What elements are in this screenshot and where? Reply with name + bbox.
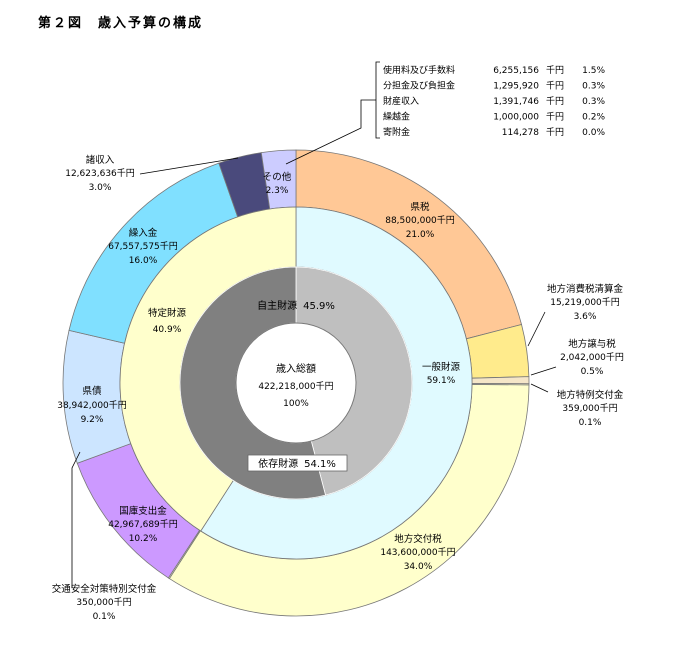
center-disk [235,322,357,444]
leader-shoshunyu [139,157,239,175]
label-sonota-pct: 2.3% [266,186,289,196]
breakdown-unit-3: 千円 [546,112,564,123]
label-tokurei-name: 地方特例交付金 [557,389,624,401]
inner-label-izon: 依存財源 54.1% [258,457,336,470]
breakdown-value-1: 1,295,920 [493,82,539,92]
label-shohizei-name: 地方消費税清算金 [547,283,624,295]
label-kuriire-name: 繰入金 [129,227,158,239]
label-shohizei-value: 15,219,000千円 [550,297,620,308]
label-kofuzei-name: 地方交付税 [394,533,442,545]
label-kokko-pct: 10.2% [129,534,158,544]
breakdown-unit-4: 千円 [546,127,564,138]
center-label-value: 422,218,000千円 [258,381,333,392]
label-kuriire-value: 67,557,575千円 [108,241,178,252]
breakdown-pct-3: 0.2% [582,113,605,123]
label-kotsu-value: 350,000千円 [76,597,131,608]
breakdown-name-0: 使用料及び手数料 [383,64,455,76]
label-kensai-value: 38,942,000千円 [57,400,127,411]
label-kenzei-value: 88,500,000千円 [385,215,455,226]
label-jouyozei-name: 地方譲与税 [568,338,616,350]
breakdown-value-4: 114,278 [502,128,539,138]
label-shoshunyu-value: 12,623,636千円 [65,168,135,179]
label-kotsu-pct: 0.1% [93,612,116,622]
breakdown-name-4: 寄附金 [383,126,410,138]
breakdown-value-2: 1,391,746 [493,97,539,107]
label-sonota-name: その他 [263,171,292,183]
label-shoshunyu-pct: 3.0% [89,183,112,193]
label-kofuzei-value: 143,600,000千円 [380,547,455,558]
middle-label-tokutei-pct: 40.9% [153,325,182,335]
label-kokko-name: 国庫支出金 [119,505,167,517]
breakdown-name-2: 財産収入 [383,95,419,107]
label-kokko-value: 42,967,689千円 [108,519,178,530]
label-jouyozei-pct: 0.5% [581,367,604,377]
middle-label-ippan-name: 一般財源 [422,361,461,373]
breakdown-pct-1: 0.3% [582,82,605,92]
breakdown-unit-2: 千円 [546,96,564,107]
label-kenzei-pct: 21.0% [406,230,435,240]
label-shohizei-pct: 3.6% [574,312,597,322]
breakdown-pct-4: 0.0% [582,128,605,138]
inner-label-izon-box [247,454,348,472]
figure-title: 第２図 歳入予算の構成 [38,16,204,31]
center-label-pct: 100% [283,399,309,409]
outer-ring [62,149,530,617]
label-tokurei-value: 359,000千円 [562,403,617,414]
label-kensai-name: 県債 [82,385,102,397]
inner-label-jishu-pct: 45.9% [303,301,335,312]
inner-label-izon-name: 依存財源 [258,457,298,470]
leader-kotsu [71,451,81,588]
breakdown-pct-0: 1.5% [582,66,605,76]
label-tokurei-pct: 0.1% [579,418,602,428]
breakdown-name-1: 分担金及び負担金 [383,80,455,92]
inner-label-jishu: 自主財源 45.9% [257,299,335,312]
label-kotsu-name: 交通安全対策特別交付金 [52,583,157,595]
sonota-breakdown-table: 使用料及び手数料 6,255,156 千円 1.5% 分担金及び負担金 1,295,920… [383,64,605,138]
breakdown-value-3: 1,000,000 [493,113,539,123]
label-kofuzei-pct: 34.0% [404,562,433,572]
breakdown-unit-1: 千円 [546,81,564,92]
label-shoshunyu-name: 諸収入 [86,154,115,166]
middle-label-ippan-pct: 59.1% [427,376,456,386]
label-jouyozei-value: 2,042,000千円 [560,352,624,363]
breakdown-unit-0: 千円 [546,65,564,76]
leader-jouyozei [530,366,557,376]
outer-slice-jouyozei [471,376,530,385]
breakdown-bracket [375,61,380,139]
breakdown-value-0: 6,255,156 [493,66,539,76]
leader-tokurei [530,383,549,393]
inner-label-izon-pct: 54.1% [304,459,336,470]
middle-label-tokutei-name: 特定財源 [148,307,187,319]
label-kensai-pct: 9.2% [81,415,104,425]
center-label-name: 歳入総額 [276,362,316,375]
breakdown-name-3: 繰越金 [383,111,410,123]
label-kenzei-name: 県税 [410,201,430,213]
label-kuriire-pct: 16.0% [129,256,158,266]
breakdown-pct-2: 0.3% [582,97,605,107]
leader-shohizei [527,311,546,347]
inner-label-jishu-name: 自主財源 [257,299,297,312]
leader-sonota [285,99,376,165]
